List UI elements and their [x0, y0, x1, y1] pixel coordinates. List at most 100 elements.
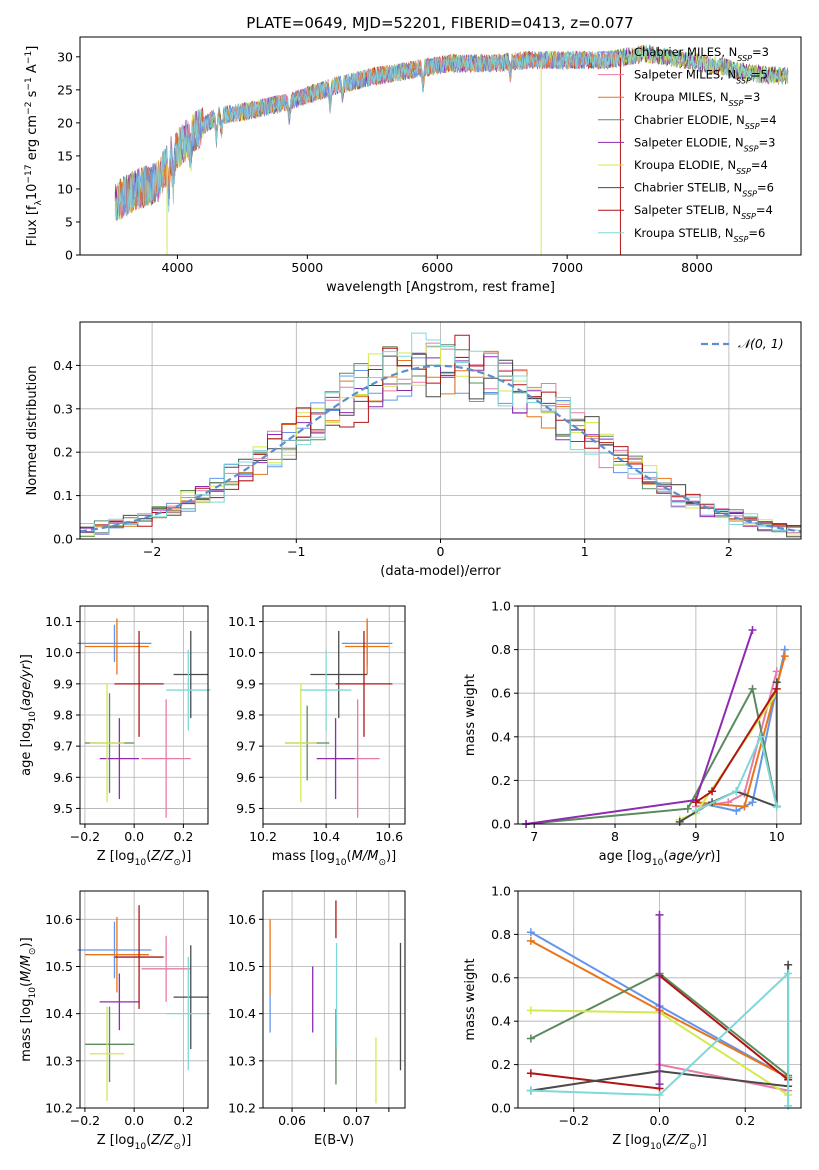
y-tick-label: 9.6 — [236, 770, 256, 785]
x-tick-label: 2 — [725, 544, 733, 559]
plus-marker — [784, 969, 793, 978]
x-tick-label: −2 — [143, 544, 161, 559]
figure-title: PLATE=0649, MJD=52201, FIBERID=0413, z=0… — [246, 14, 633, 32]
residuals-chart: −2 −1 0 1 2 0.0 0.1 0.2 0.3 0.4 (data-model)/error… — [25, 321, 802, 579]
y-tick-label: 9.5 — [53, 801, 73, 816]
spectrum-frame — [79, 36, 802, 256]
x-tick-label: 0 — [437, 544, 445, 559]
age_vs_Z-grid — [80, 606, 208, 824]
plus-marker — [526, 1086, 535, 1095]
plus-marker — [772, 684, 781, 693]
y-tick-label: 10.3 — [45, 1053, 73, 1068]
y-tick-label: 0.2 — [491, 773, 511, 788]
plus-marker — [740, 802, 749, 811]
x-tick-label: 0.07 — [343, 1113, 371, 1128]
weight_vs_Z-xlabel: Z [log10(Z/Z⊙)] — [612, 1133, 707, 1152]
weight_vs_age-chart: 7 8 9 10 0.0 0.2 0.4 0.6 0.8 1.0 age [log10(age/yr… — [463, 599, 802, 868]
y-tick-label: 0.2 — [53, 445, 73, 460]
charts-layer: 4000 5000 6000 7000 8000051015202530waveleng… — [19, 36, 802, 1152]
errorbar-chabrier_stelib — [173, 630, 208, 719]
y-tick-label: 0.0 — [491, 817, 511, 832]
x-tick-label: 0.0 — [124, 829, 144, 844]
series-line — [530, 971, 790, 1106]
x-tick-label: −0.2 — [70, 1113, 100, 1128]
x-tick-label: 5000 — [291, 260, 323, 275]
age_vs_mass-axes: 10.2 10.4 10.6 9.5 9.6 9.7 9.8 9.9 10.0 10.1 mass … — [228, 605, 406, 868]
y-tick-label: 10.3 — [228, 1053, 256, 1068]
mass_vs_Z-ylabel: mass [log10(M/M⊙)] — [19, 937, 38, 1061]
x-tick-label: 0.2 — [173, 1113, 193, 1128]
y-tick-label: 0.4 — [491, 729, 511, 744]
weight_vs_age-axes: 7 8 9 10 0.0 0.2 0.4 0.6 0.8 1.0 age [log10(age/yr… — [463, 599, 802, 868]
legend-label-normal: 𝒩(0, 1) — [738, 336, 784, 351]
x-tick-label: 10 — [769, 829, 785, 844]
weight_vs_Z-ylabel: mass weight — [463, 958, 478, 1040]
y-tick-label: 10 — [57, 181, 73, 196]
errorbar-kroupa_miles — [84, 618, 149, 675]
y-tick-label: 10.6 — [228, 912, 256, 927]
errorbar-salpeter_elodie — [99, 973, 140, 1031]
plus-marker — [526, 1006, 535, 1015]
age_vs_mass-chart: 10.2 10.4 10.6 9.5 9.6 9.7 9.8 9.9 10.0 10.1 mass … — [228, 605, 406, 868]
x-tick-label: 0.06 — [278, 1113, 306, 1128]
plus-marker — [691, 806, 700, 815]
mass_vs_ebv-xlabel: E(B-V) — [314, 1133, 354, 1148]
y-tick-label: 10.1 — [45, 614, 73, 629]
plus-marker — [780, 652, 789, 661]
y-tick-label: 0.6 — [491, 686, 511, 701]
plus-marker — [526, 936, 535, 945]
errorbar-chabrier_miles — [77, 624, 152, 663]
weight_vs_Z-axes: −0.2 0.0 0.2 0.0 0.2 0.4 0.6 0.8 1.0 Z [log10(Z/Z… — [463, 884, 802, 1152]
mass_vs_Z-xlabel: Z [log10(Z/Z⊙)] — [97, 1133, 192, 1152]
age_vs_mass-grid — [262, 606, 405, 824]
histogram-kroupa_stelib — [79, 332, 801, 539]
y-tick-label: 10.6 — [45, 912, 73, 927]
y-tick-label: 1.0 — [491, 884, 511, 899]
y-tick-label: 10.5 — [45, 959, 73, 974]
series-kroupa_stelib — [526, 969, 793, 1110]
series-kroupa_stelib — [691, 732, 781, 815]
x-tick-label: 10.6 — [375, 829, 403, 844]
age_vs_Z-xlabel: Z [log10(Z/Z⊙)] — [97, 849, 192, 868]
y-tick-label: 1.0 — [491, 599, 511, 614]
errorbar-kroupa_elodie — [89, 1006, 125, 1101]
age_vs_Z-plot-area — [77, 618, 211, 818]
weight_vs_Z-plot-area — [526, 910, 793, 1110]
y-tick-label: 0.4 — [53, 358, 73, 373]
histogram-salpeter_stelib — [79, 334, 801, 539]
x-tick-label: 0.2 — [173, 829, 193, 844]
y-tick-label: 30 — [57, 49, 73, 64]
age_vs_Z-chart: −0.2 0.0 0.2 9.5 9.6 9.7 9.8 9.9 10.0 10.1 Z [log1… — [19, 605, 211, 868]
series-line — [525, 629, 754, 825]
errorbar-kroupa_miles — [345, 618, 390, 675]
weight_vs_age-plot-area — [522, 625, 789, 828]
residuals-plot-area — [79, 332, 802, 539]
y-tick-label: 20 — [57, 115, 73, 130]
plus-marker — [526, 1034, 535, 1043]
legend-label-kroupa_elodie: Kroupa ELODIE, NSSP=4 — [634, 158, 768, 176]
plus-marker — [708, 787, 717, 796]
legend-label-kroupa_stelib: Kroupa STELIB, NSSP=6 — [634, 226, 765, 244]
weight_vs_Z-chart: −0.2 0.0 0.2 0.0 0.2 0.4 0.6 0.8 1.0 Z [log10(Z/Z… — [463, 884, 802, 1152]
x-tick-label: 4000 — [162, 260, 194, 275]
errorbar-kroupa_stelib — [166, 649, 211, 731]
y-tick-label: 0.4 — [491, 1014, 511, 1029]
x-tick-label: −0.2 — [70, 829, 100, 844]
legend-label-chabrier_miles: Chabrier MILES, NSSP=3 — [634, 45, 769, 63]
plus-marker — [655, 910, 664, 919]
series-salpeter_elodie — [655, 910, 664, 1089]
mass_vs_ebv-grid — [263, 891, 405, 1109]
plus-marker — [732, 787, 741, 796]
x-tick-label: −1 — [287, 544, 305, 559]
y-tick-label: 0.6 — [491, 970, 511, 985]
legend-label-kroupa_miles: Kroupa MILES, NSSP=3 — [634, 90, 760, 108]
y-tick-label: 0.8 — [491, 642, 511, 657]
x-tick-label: 10.2 — [249, 829, 277, 844]
y-tick-label: 10.5 — [228, 959, 256, 974]
y-tick-label: 9.6 — [53, 770, 73, 785]
plus-marker — [784, 1101, 793, 1110]
spectrum-line-kroupa_stelib — [114, 44, 789, 221]
plus-marker — [655, 1090, 664, 1099]
legend-label-salpeter_elodie: Salpeter ELODIE, NSSP=3 — [634, 135, 775, 153]
